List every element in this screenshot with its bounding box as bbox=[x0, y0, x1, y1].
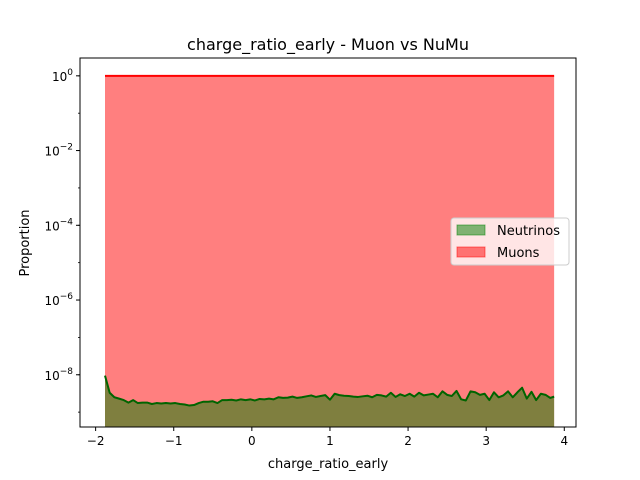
x-axis-label: charge_ratio_early bbox=[268, 457, 389, 472]
neutrinos-line bbox=[104, 375, 555, 407]
y-tick-label-base: 10 bbox=[52, 70, 67, 84]
y-tick-label: 10−4 bbox=[44, 217, 73, 233]
y-tick-label-exponent: −4 bbox=[60, 217, 74, 227]
x-tick-label: 4 bbox=[560, 434, 568, 448]
x-tick-label: 2 bbox=[404, 434, 412, 448]
neutrinos-legend-swatch bbox=[456, 224, 486, 236]
neutrinos-area bbox=[105, 375, 555, 427]
x-tick-label: −2 bbox=[87, 434, 105, 448]
axes-frame bbox=[79, 57, 577, 428]
x-tick-label: 0 bbox=[248, 434, 256, 448]
y-tick-label: 100 bbox=[52, 68, 73, 84]
y-tick-label-exponent: −2 bbox=[60, 143, 73, 153]
muons-area bbox=[105, 75, 555, 427]
legend-items: Neutrinos Muons bbox=[456, 224, 560, 261]
y-tick-label-exponent: 0 bbox=[67, 68, 73, 78]
y-tick-label: 10−6 bbox=[44, 292, 73, 308]
y-tick-label-exponent: −6 bbox=[60, 292, 74, 302]
y-tick-label-base: 10 bbox=[44, 219, 59, 233]
legend: Neutrinos Muons bbox=[450, 217, 570, 266]
x-axis-ticks: −2 −1 0 1 2 3 4 bbox=[87, 427, 568, 448]
chart-title: charge_ratio_early - Muon vs NuMu bbox=[187, 35, 469, 55]
y-tick-label: 10−8 bbox=[44, 367, 73, 383]
x-tick-label: 3 bbox=[482, 434, 490, 448]
neutrinos-legend-label: Neutrinos bbox=[497, 224, 560, 239]
y-axis-label: Proportion bbox=[18, 209, 33, 276]
y-tick-label-base: 10 bbox=[44, 369, 59, 383]
y-tick-label-exponent: −8 bbox=[60, 367, 74, 377]
muons-legend-label: Muons bbox=[497, 246, 540, 261]
y-tick-label-base: 10 bbox=[44, 145, 59, 159]
y-tick-label: 10−2 bbox=[44, 143, 73, 159]
series-layer bbox=[104, 74, 555, 427]
y-tick-label-base: 10 bbox=[44, 294, 59, 308]
x-tick-label: −1 bbox=[165, 434, 183, 448]
muons-legend-swatch bbox=[456, 246, 486, 258]
x-tick-label: 1 bbox=[326, 434, 334, 448]
